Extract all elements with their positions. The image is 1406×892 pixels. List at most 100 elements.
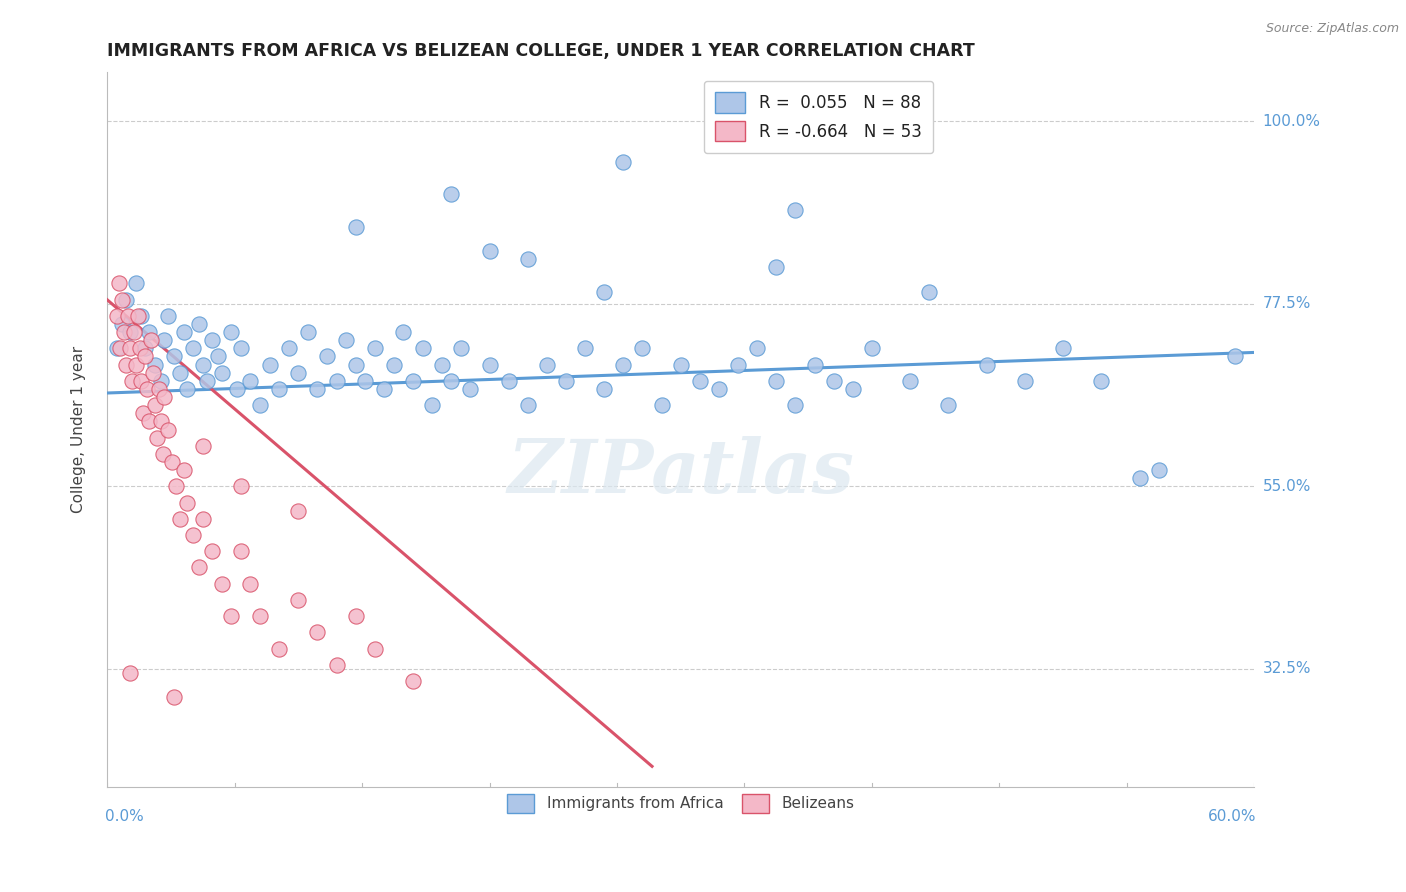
Point bbox=[860, 342, 883, 356]
Text: IMMIGRANTS FROM AFRICA VS BELIZEAN COLLEGE, UNDER 1 YEAR CORRELATION CHART: IMMIGRANTS FROM AFRICA VS BELIZEAN COLLE… bbox=[107, 42, 974, 60]
Point bbox=[148, 382, 170, 396]
Point bbox=[229, 544, 252, 558]
Point bbox=[297, 325, 319, 339]
Text: Source: ZipAtlas.com: Source: ZipAtlas.com bbox=[1265, 22, 1399, 36]
Point bbox=[898, 374, 921, 388]
Point bbox=[269, 641, 291, 656]
Point bbox=[430, 358, 453, 372]
Point bbox=[181, 342, 204, 356]
Point bbox=[344, 609, 367, 624]
Point bbox=[134, 350, 156, 364]
Point bbox=[402, 374, 425, 388]
Point bbox=[201, 333, 224, 347]
Point bbox=[211, 366, 233, 380]
Point bbox=[498, 374, 520, 388]
Point bbox=[118, 342, 141, 356]
Point bbox=[938, 398, 960, 412]
Point bbox=[149, 374, 172, 388]
Point bbox=[169, 512, 191, 526]
Point bbox=[1225, 350, 1247, 364]
Point bbox=[229, 342, 252, 356]
Point bbox=[707, 382, 730, 396]
Point bbox=[112, 325, 135, 339]
Point bbox=[555, 374, 578, 388]
Point bbox=[785, 203, 807, 218]
Point bbox=[803, 358, 825, 372]
Point bbox=[335, 333, 357, 347]
Point bbox=[201, 544, 224, 558]
Point bbox=[132, 406, 155, 420]
Point bbox=[344, 358, 367, 372]
Point bbox=[110, 342, 132, 356]
Text: 55.0%: 55.0% bbox=[1263, 479, 1310, 494]
Point bbox=[689, 374, 711, 388]
Point bbox=[131, 309, 153, 323]
Point bbox=[765, 374, 787, 388]
Point bbox=[450, 342, 472, 356]
Point bbox=[249, 609, 271, 624]
Point bbox=[364, 641, 387, 656]
Point bbox=[165, 479, 187, 493]
Point bbox=[131, 374, 153, 388]
Point bbox=[142, 366, 165, 380]
Point bbox=[173, 325, 195, 339]
Point bbox=[307, 382, 329, 396]
Point bbox=[118, 665, 141, 680]
Point bbox=[612, 358, 634, 372]
Point bbox=[823, 374, 845, 388]
Point bbox=[163, 690, 186, 705]
Point bbox=[169, 366, 191, 380]
Point bbox=[176, 495, 198, 509]
Point bbox=[111, 317, 134, 331]
Point bbox=[631, 342, 654, 356]
Point bbox=[574, 342, 596, 356]
Point bbox=[269, 382, 291, 396]
Text: 77.5%: 77.5% bbox=[1263, 296, 1310, 311]
Point bbox=[143, 358, 166, 372]
Point bbox=[402, 674, 425, 689]
Point bbox=[440, 187, 463, 202]
Point bbox=[118, 325, 141, 339]
Text: 60.0%: 60.0% bbox=[1208, 809, 1257, 824]
Point bbox=[107, 277, 129, 291]
Point bbox=[287, 593, 309, 607]
Point bbox=[117, 309, 139, 323]
Text: 0.0%: 0.0% bbox=[105, 809, 143, 824]
Point bbox=[163, 350, 186, 364]
Text: ZIPatlas: ZIPatlas bbox=[508, 436, 855, 508]
Point bbox=[125, 277, 148, 291]
Point bbox=[157, 309, 180, 323]
Point bbox=[412, 342, 434, 356]
Point bbox=[785, 398, 807, 412]
Point bbox=[651, 398, 673, 412]
Point bbox=[191, 512, 214, 526]
Point bbox=[134, 342, 156, 356]
Point bbox=[239, 576, 262, 591]
Point bbox=[187, 560, 209, 574]
Point bbox=[226, 382, 249, 396]
Point bbox=[176, 382, 198, 396]
Point bbox=[842, 382, 865, 396]
Point bbox=[187, 317, 209, 331]
Point bbox=[277, 342, 299, 356]
Point bbox=[287, 366, 309, 380]
Point bbox=[918, 285, 941, 299]
Point bbox=[593, 285, 616, 299]
Point bbox=[1052, 342, 1074, 356]
Point bbox=[516, 252, 538, 266]
Point bbox=[1147, 463, 1170, 477]
Point bbox=[181, 528, 204, 542]
Point bbox=[478, 358, 501, 372]
Point bbox=[122, 325, 145, 339]
Point bbox=[249, 398, 271, 412]
Point bbox=[111, 293, 134, 307]
Text: 100.0%: 100.0% bbox=[1263, 113, 1320, 128]
Point bbox=[593, 382, 616, 396]
Point bbox=[105, 342, 128, 356]
Point bbox=[440, 374, 463, 388]
Point bbox=[128, 342, 150, 356]
Point bbox=[364, 342, 387, 356]
Point bbox=[259, 358, 281, 372]
Point bbox=[316, 350, 339, 364]
Point bbox=[354, 374, 377, 388]
